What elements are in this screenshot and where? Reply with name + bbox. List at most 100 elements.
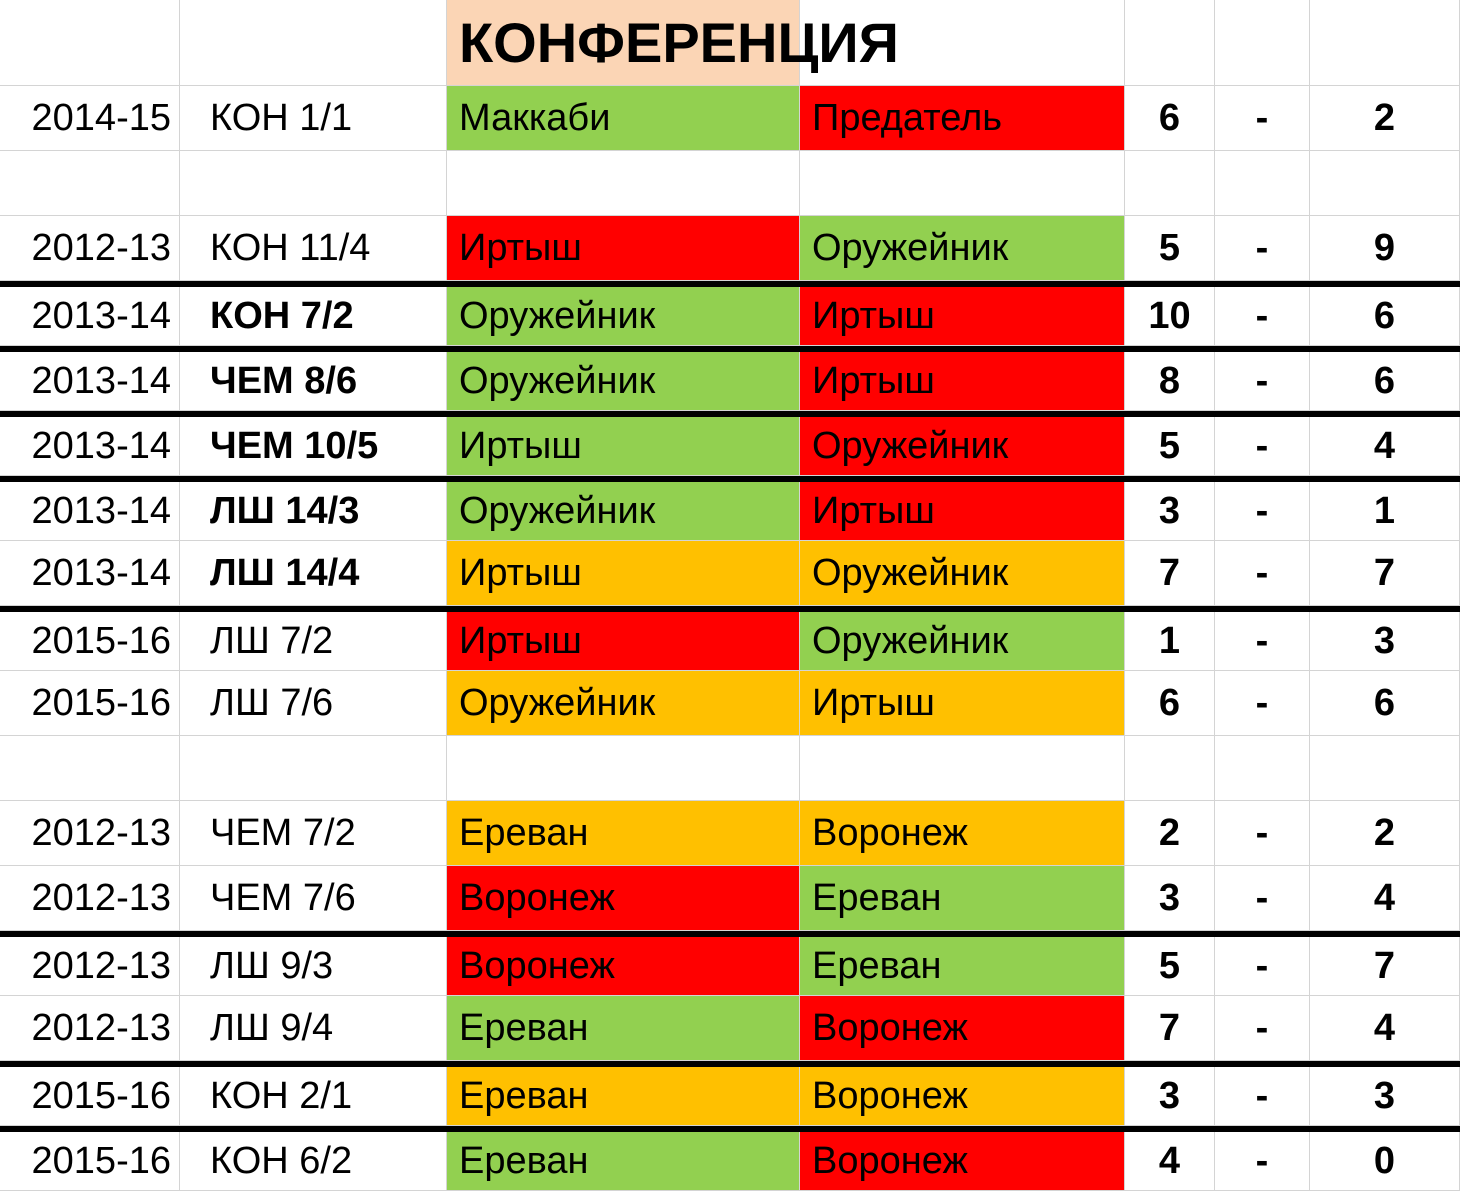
home-score-cell: 6 [1125,671,1215,736]
home-score-cell: 1 [1125,612,1215,671]
home-team-cell [447,736,800,801]
away-score-cell [1310,736,1460,801]
away-team-cell: Предатель [800,86,1125,151]
score-separator-cell: - [1215,866,1310,931]
stage-cell: ЧЕМ 10/5 [180,417,447,476]
home-team-cell: Иртыш [447,417,800,476]
away-score-cell: 7 [1310,541,1460,606]
table-title: КОНФЕРЕНЦИЯ [459,11,899,74]
home-score-cell: 5 [1125,417,1215,476]
score-separator-cell: - [1215,541,1310,606]
header-empty-score1-cell [1125,0,1215,86]
away-team-cell [800,736,1125,801]
score-separator-cell: - [1215,801,1310,866]
season-cell: 2013-14 [0,541,180,606]
stage-cell: ЧЕМ 8/6 [180,352,447,411]
score-separator-cell: - [1215,612,1310,671]
header-empty-stage-cell [180,0,447,86]
score-separator-cell: - [1215,287,1310,346]
away-team-cell: Иртыш [800,352,1125,411]
season-cell: 2015-16 [0,1067,180,1126]
season-cell [0,151,180,216]
stage-cell: ЛШ 9/4 [180,996,447,1061]
score-separator-cell: - [1215,937,1310,996]
home-team-cell: Иртыш [447,216,800,281]
season-cell: 2013-14 [0,417,180,476]
home-score-cell: 4 [1125,1132,1215,1191]
stage-cell: КОН 2/1 [180,1067,447,1126]
season-cell: 2012-13 [0,996,180,1061]
home-score-cell: 5 [1125,216,1215,281]
stage-cell [180,736,447,801]
score-separator-cell: - [1215,352,1310,411]
header-empty-score2-cell [1310,0,1460,86]
home-score-cell: 6 [1125,86,1215,151]
season-cell: 2014-15 [0,86,180,151]
season-cell: 2012-13 [0,937,180,996]
match-row: 2013-14 ЧЕМ 10/5 Иртыш Оружейник 5 - 4 [0,411,1460,476]
score-separator-cell: - [1215,86,1310,151]
match-row: 2015-16 ЛШ 7/2 Иртыш Оружейник 1 - 3 [0,606,1460,671]
home-score-cell: 3 [1125,1067,1215,1126]
stage-cell: ЛШ 14/3 [180,482,447,541]
header-empty-separator-cell [1215,0,1310,86]
match-row: 2012-13 ЛШ 9/4 Ереван Воронеж 7 - 4 [0,996,1460,1061]
score-separator-cell: - [1215,1067,1310,1126]
score-separator-cell: - [1215,417,1310,476]
match-row: 2013-14 ЛШ 14/3 Оружейник Иртыш 3 - 1 [0,476,1460,541]
stage-cell: ЛШ 7/6 [180,671,447,736]
away-team-cell: Оружейник [800,216,1125,281]
away-score-cell: 2 [1310,801,1460,866]
match-row: 2013-14 ЧЕМ 8/6 Оружейник Иртыш 8 - 6 [0,346,1460,411]
away-score-cell [1310,151,1460,216]
match-row: 2014-15 КОН 1/1 Маккаби Предатель 6 - 2 [0,86,1460,151]
stage-cell: КОН 11/4 [180,216,447,281]
stage-cell: КОН 1/1 [180,86,447,151]
away-team-cell: Оружейник [800,612,1125,671]
score-separator-cell: - [1215,216,1310,281]
away-team-cell: Иртыш [800,482,1125,541]
stage-cell: КОН 7/2 [180,287,447,346]
season-cell: 2012-13 [0,801,180,866]
score-separator-cell: - [1215,671,1310,736]
stage-cell: ЛШ 14/4 [180,541,447,606]
match-row: 2012-13 КОН 11/4 Иртыш Оружейник 5 - 9 [0,216,1460,281]
season-cell [0,736,180,801]
away-score-cell: 4 [1310,866,1460,931]
stage-cell: КОН 6/2 [180,1132,447,1191]
header-empty-team2-cell [800,0,1125,86]
header-row: КОНФЕРЕНЦИЯ [0,0,1460,86]
home-score-cell: 5 [1125,937,1215,996]
match-row: 2012-13 ЛШ 9/3 Воронеж Ереван 5 - 7 [0,931,1460,996]
stage-cell: ЧЕМ 7/6 [180,866,447,931]
away-team-cell: Воронеж [800,996,1125,1061]
match-row: 2015-16 КОН 6/2 Ереван Воронеж 4 - 0 [0,1126,1460,1191]
home-team-cell: Воронеж [447,937,800,996]
away-score-cell: 9 [1310,216,1460,281]
stage-cell [180,151,447,216]
home-team-cell: Ереван [447,801,800,866]
home-score-cell: 2 [1125,801,1215,866]
home-team-cell: Ереван [447,1067,800,1126]
season-cell: 2015-16 [0,1132,180,1191]
away-team-cell [800,151,1125,216]
away-team-cell: Воронеж [800,1067,1125,1126]
away-team-cell: Иртыш [800,671,1125,736]
home-score-cell: 3 [1125,866,1215,931]
match-row: 2015-16 КОН 2/1 Ереван Воронеж 3 - 3 [0,1061,1460,1126]
home-team-cell: Иртыш [447,612,800,671]
score-separator-cell: - [1215,482,1310,541]
table-title-cell: КОНФЕРЕНЦИЯ [447,0,899,86]
away-score-cell: 3 [1310,1067,1460,1126]
match-row: 2013-14 ЛШ 14/4 Иртыш Оружейник 7 - 7 [0,541,1460,606]
away-score-cell: 7 [1310,937,1460,996]
away-score-cell: 3 [1310,612,1460,671]
home-score-cell: 3 [1125,482,1215,541]
away-team-cell: Иртыш [800,287,1125,346]
season-cell: 2015-16 [0,671,180,736]
stage-cell: ЛШ 9/3 [180,937,447,996]
home-team-cell: Ереван [447,996,800,1061]
away-team-cell: Ереван [800,937,1125,996]
score-separator-cell [1215,151,1310,216]
away-score-cell: 4 [1310,996,1460,1061]
